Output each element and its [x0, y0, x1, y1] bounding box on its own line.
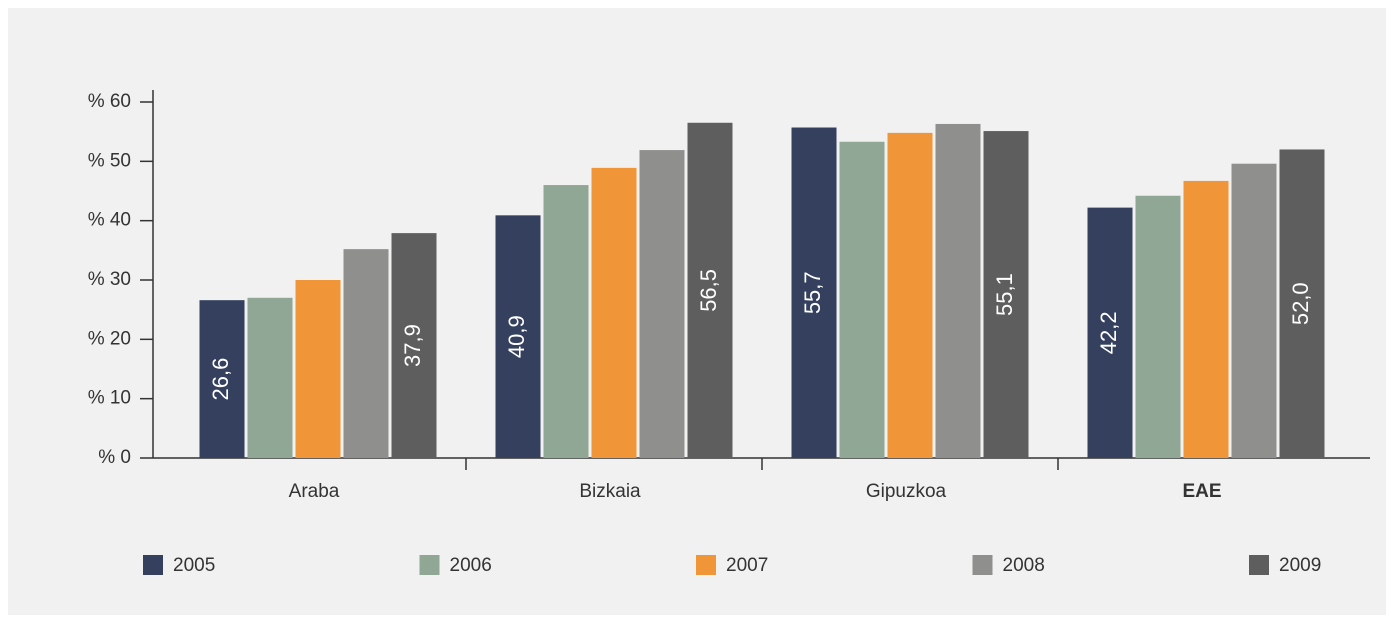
y-tick-label: % 40 [88, 210, 131, 231]
x-tick-label: EAE [1182, 481, 1221, 502]
value-label: 56,5 [696, 269, 721, 312]
legend-swatch [1249, 555, 1269, 575]
value-label: 40,9 [504, 315, 529, 358]
bar [1231, 163, 1277, 458]
legend-swatch [696, 555, 716, 575]
legend-swatch [143, 555, 163, 575]
y-tick-label: % 20 [88, 328, 131, 349]
value-label: 37,9 [400, 324, 425, 367]
bar [295, 280, 341, 458]
bar [1087, 207, 1133, 458]
bar [687, 122, 733, 459]
bar [343, 249, 389, 458]
bar [839, 141, 885, 458]
x-tick-label: Gipuzkoa [866, 481, 947, 502]
legend-label: 2009 [1279, 555, 1321, 576]
legend-label: 2007 [726, 555, 768, 576]
value-label: 26,6 [208, 358, 233, 401]
bar [1183, 180, 1229, 458]
value-label: 55,1 [992, 273, 1017, 316]
value-label: 52,0 [1288, 282, 1313, 325]
legend-label: 2008 [1003, 555, 1045, 576]
value-label: 55,7 [800, 271, 825, 314]
bar [543, 185, 589, 459]
legend-label: 2005 [173, 555, 215, 576]
bar [247, 297, 293, 458]
bar [639, 150, 685, 458]
y-tick-label: % 60 [88, 91, 131, 112]
bar [1135, 195, 1181, 458]
x-tick-label: Araba [289, 481, 340, 502]
y-tick-label: % 30 [88, 269, 131, 290]
bar [1279, 149, 1325, 458]
y-tick-label: % 0 [98, 447, 131, 468]
bar [199, 300, 245, 458]
bar [935, 123, 981, 458]
value-label: 42,2 [1096, 311, 1121, 354]
bar [983, 131, 1029, 458]
legend-swatch [419, 555, 440, 575]
legend-swatch [972, 555, 993, 575]
bar [887, 132, 933, 458]
bar [391, 233, 437, 458]
bar [591, 167, 637, 459]
y-tick-label: % 10 [88, 388, 131, 409]
x-tick-label: Bizkaia [579, 481, 641, 502]
bar [495, 215, 541, 458]
bar [791, 127, 837, 458]
legend-label: 2006 [450, 555, 492, 576]
y-tick-label: % 50 [88, 150, 131, 171]
